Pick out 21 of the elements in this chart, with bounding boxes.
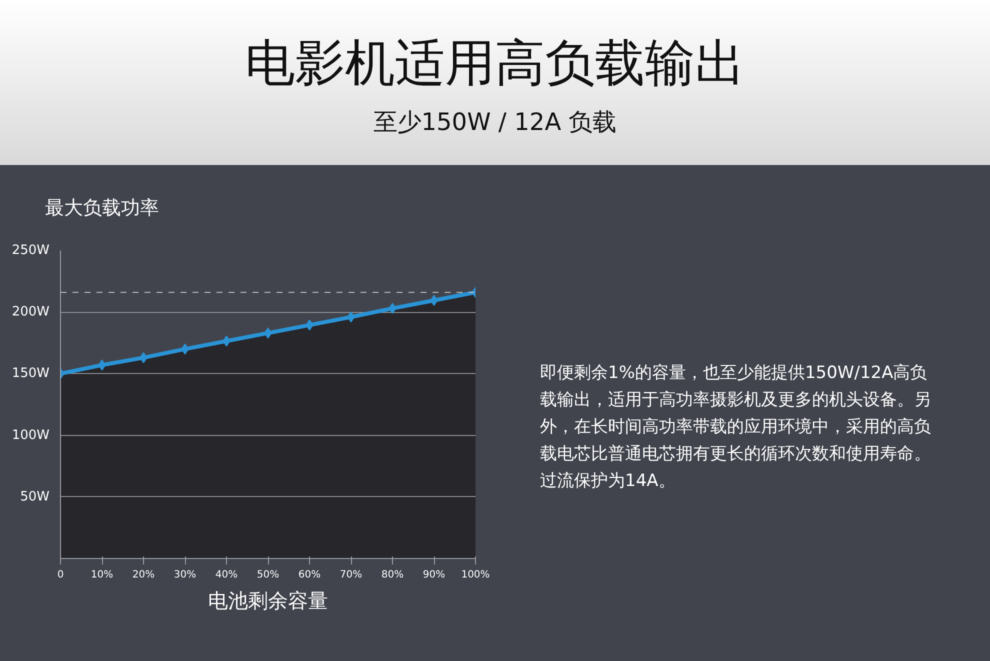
text: 即便剩余1%的容量，也至少能提供150W/12A高负载输出，适用于高功率摄影机及更多的机头设备。另外，在长时间高功率带载的应用环境中，采用的高负载电芯比普通电芯拥有更长的循环次数和使用寿命。过流保护为14A。 <box>540 362 932 493</box>
x-tick-label: 100% <box>461 570 490 580</box>
x-tick-label: 80% <box>381 570 404 580</box>
y-tick-label: 150W <box>12 366 50 382</box>
chart-subtitle: 至少150W / 12A 负载 <box>372 107 618 138</box>
x-tick-label: 50% <box>256 570 280 580</box>
y-tick-label: 50W <box>20 489 50 504</box>
x-tick-label: 0 <box>57 570 64 580</box>
x-tick-label: 40% <box>215 570 238 580</box>
x-axis-title: 电池剩余容量 <box>208 588 328 612</box>
x-tick-label: 30% <box>174 570 196 580</box>
chart-title: 电影机适用高负载输出 <box>244 33 746 94</box>
x-tick-label: 70% <box>340 570 362 580</box>
x-tick-label: 20% <box>132 570 155 580</box>
x-tick-label: 90% <box>422 570 446 580</box>
x-tick-label: 10% <box>90 570 114 580</box>
y-tick-label: 200W <box>12 304 50 320</box>
x-tick-label: 60% <box>298 570 321 580</box>
y-tick-label: 250W <box>12 243 50 258</box>
y-tick-label: 100W <box>12 428 50 443</box>
y-axis-title: 最大负载功率 <box>45 196 159 221</box>
